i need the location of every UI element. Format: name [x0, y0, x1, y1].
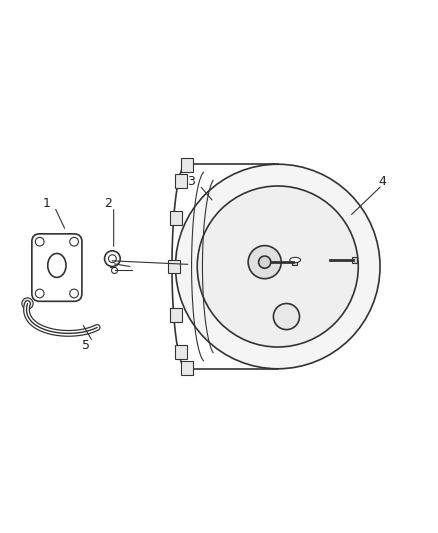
- Text: 1: 1: [43, 197, 51, 210]
- Circle shape: [258, 256, 271, 268]
- Text: 3: 3: [187, 175, 194, 188]
- Bar: [175, 345, 187, 359]
- Circle shape: [105, 251, 120, 266]
- Text: 2: 2: [104, 197, 112, 210]
- Circle shape: [35, 237, 44, 246]
- Circle shape: [176, 164, 380, 369]
- Circle shape: [70, 237, 78, 246]
- Circle shape: [273, 303, 300, 329]
- Bar: [292, 260, 297, 265]
- Bar: [181, 361, 193, 375]
- FancyBboxPatch shape: [32, 234, 82, 301]
- Circle shape: [70, 289, 78, 298]
- Bar: [181, 158, 193, 172]
- Bar: [170, 211, 182, 225]
- Circle shape: [248, 246, 281, 279]
- Bar: [168, 260, 180, 273]
- Bar: [352, 257, 357, 263]
- Circle shape: [35, 289, 44, 298]
- Bar: [175, 174, 187, 188]
- Ellipse shape: [48, 254, 66, 277]
- Text: 5: 5: [82, 339, 90, 352]
- Circle shape: [197, 186, 358, 347]
- Text: 4: 4: [378, 175, 386, 188]
- Circle shape: [22, 298, 33, 309]
- Ellipse shape: [290, 257, 300, 263]
- Bar: [170, 308, 182, 322]
- Circle shape: [109, 255, 116, 263]
- Circle shape: [112, 268, 117, 273]
